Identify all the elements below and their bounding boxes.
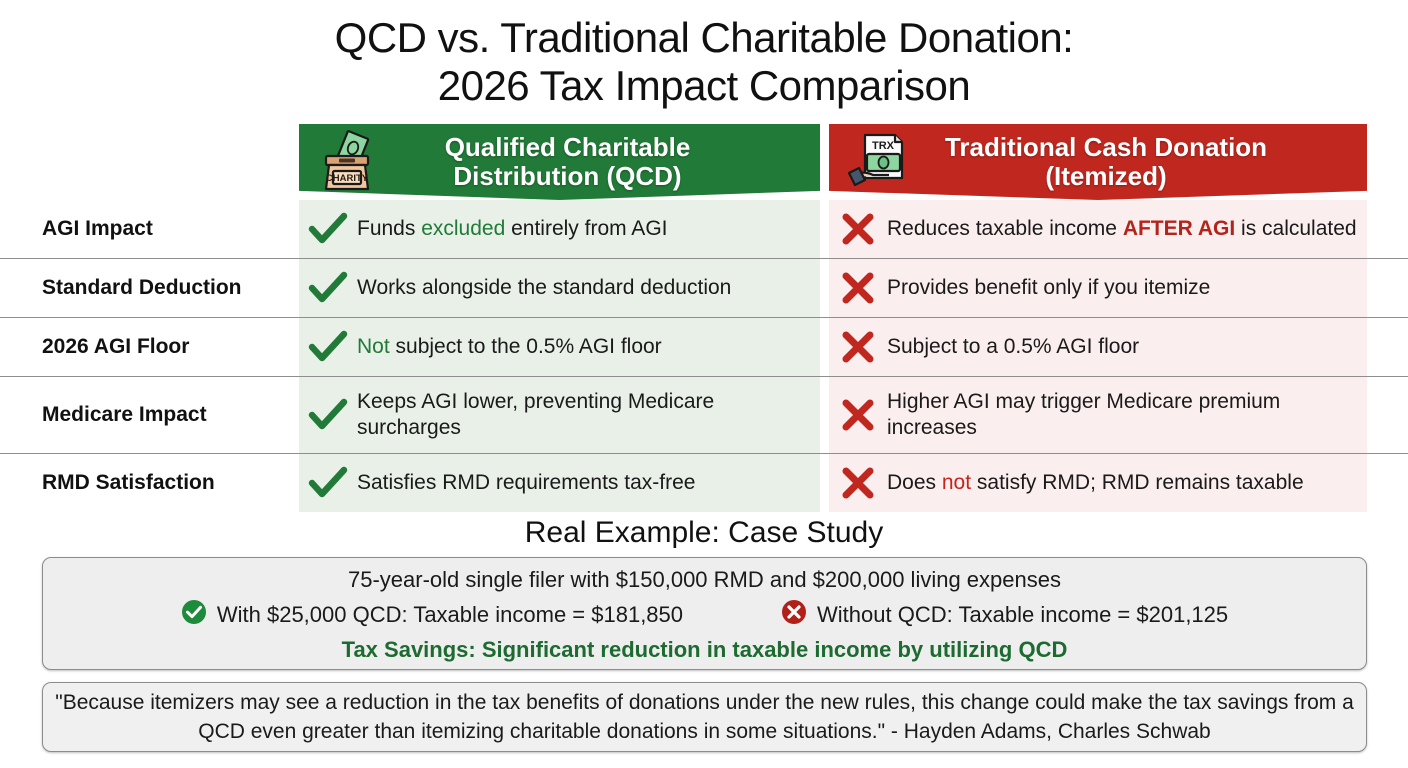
column-gap	[820, 259, 829, 317]
qcd-cell-text: Satisfies RMD requirements tax-free	[357, 471, 696, 494]
check-icon	[299, 466, 357, 500]
quote-text: "Because itemizers may see a reduction i…	[53, 688, 1356, 746]
row-label: 2026 AGI Floor	[0, 318, 299, 376]
x-icon	[829, 466, 887, 500]
column-header-qcd: CHARITY Qualified Charitable Distributio…	[299, 124, 820, 200]
traditional-cell-text: Reduces taxable income AFTER AGI is calc…	[887, 217, 1357, 240]
row-label: Standard Deduction	[0, 259, 299, 317]
case-study-heading: Real Example: Case Study	[524, 516, 884, 549]
qcd-header-line-1: Qualified Charitable	[444, 132, 691, 162]
traditional-cell: Reduces taxable income AFTER AGI is calc…	[829, 200, 1367, 258]
qcd-cell: Funds excluded entirely from AGI	[299, 200, 820, 258]
case-study-without-qcd-label: Without QCD: Taxable income = $201,125	[817, 602, 1229, 627]
highlight-term: excluded	[421, 217, 506, 240]
case-study-without-qcd: Without QCD: Taxable income = $201,125	[781, 599, 1228, 631]
quote-line-2: savings from a QCD even greater than ite…	[198, 691, 1354, 743]
case-study-box: 75-year-old single filer with $150,000 R…	[42, 557, 1367, 670]
x-circle-icon	[781, 599, 807, 631]
table-row: Standard Deduction Works alongside the st…	[0, 258, 1408, 317]
column-gap	[820, 454, 829, 512]
x-icon	[829, 212, 887, 246]
traditional-cell: Higher AGI may trigger Medicare premium …	[829, 377, 1367, 453]
comparison-table: AGI Impact Funds excluded entirely from A…	[0, 200, 1408, 512]
column-header-traditional-label: Traditional Cash Donation (Itemized)	[915, 133, 1367, 191]
title-line-2: 2026 Tax Impact Comparison	[437, 62, 971, 109]
column-header-qcd-label: Qualified Charitable Distribution (QCD)	[385, 133, 820, 191]
x-icon	[829, 271, 887, 305]
traditional-cell: Provides benefit only if you itemize	[829, 259, 1367, 317]
x-icon	[829, 398, 887, 432]
row-label: AGI Impact	[0, 200, 299, 258]
quote-box: "Because itemizers may see a reduction i…	[42, 682, 1367, 752]
qcd-cell: Works alongside the standard deduction	[299, 259, 820, 317]
qcd-cell-text: Keeps AGI lower, preventing Medicare sur…	[357, 390, 715, 439]
check-icon	[299, 212, 357, 246]
highlight-term: Not	[357, 335, 390, 358]
qcd-cell-text: Funds excluded entirely from AGI	[357, 217, 668, 240]
traditional-cell-text: Subject to a 0.5% AGI floor	[887, 335, 1140, 358]
page-title: QCD vs. Traditional Charitable Donation:…	[0, 0, 1408, 110]
qcd-cell-text: Not subject to the 0.5% AGI floor	[357, 335, 662, 358]
column-headers: CHARITY Qualified Charitable Distributio…	[0, 124, 1408, 200]
traditional-header-line-2: (Itemized)	[1045, 161, 1167, 191]
column-gap	[820, 318, 829, 376]
qcd-cell: Not subject to the 0.5% AGI floor	[299, 318, 820, 376]
table-row: Medicare Impact Keeps AGI lower, preventi…	[0, 376, 1408, 453]
qcd-cell: Keeps AGI lower, preventing Medicare sur…	[299, 377, 820, 453]
x-icon	[829, 330, 887, 364]
check-icon	[299, 398, 357, 432]
highlight-term: AFTER AGI	[1122, 217, 1236, 240]
column-gap	[820, 377, 829, 453]
traditional-header-line-1: Traditional Cash Donation	[944, 132, 1268, 162]
traditional-cell-text: Provides benefit only if you itemize	[887, 276, 1211, 299]
svg-text:CHARITY: CHARITY	[326, 173, 369, 184]
row-label: Medicare Impact	[0, 377, 299, 453]
traditional-cell-text: Higher AGI may trigger Medicare premium …	[887, 390, 1281, 439]
traditional-cell: Does not satisfy RMD; RMD remains taxabl…	[829, 454, 1367, 512]
column-header-traditional: TRX Traditional Cash Donation (Itemized)	[829, 124, 1367, 200]
highlight-term: not	[941, 471, 972, 494]
qcd-header-line-2: Distribution (QCD)	[453, 161, 682, 191]
column-gap	[820, 200, 829, 258]
qcd-cell: Satisfies RMD requirements tax-free	[299, 454, 820, 512]
table-row: AGI Impact Funds excluded entirely from A…	[0, 200, 1408, 258]
hand-holding-cash-icon: TRX	[839, 130, 915, 194]
quote-line-1: "Because itemizers may see a reduction i…	[55, 691, 1212, 714]
case-study-with-qcd: With $25,000 QCD: Taxable income = $181,…	[181, 599, 683, 631]
case-study-savings: Tax Savings: Significant reduction in ta…	[341, 637, 1068, 662]
traditional-cell-text: Does not satisfy RMD; RMD remains taxabl…	[887, 471, 1304, 494]
qcd-cell-text: Works alongside the standard deduction	[357, 276, 732, 299]
row-label: RMD Satisfaction	[0, 454, 299, 512]
traditional-cell: Subject to a 0.5% AGI floor	[829, 318, 1367, 376]
check-circle-icon	[181, 599, 207, 631]
charity-donation-box-icon: CHARITY	[309, 130, 385, 194]
case-study-results: With $25,000 QCD: Taxable income = $181,…	[43, 599, 1366, 631]
table-row: 2026 AGI Floor Not subject to the 0.5% AG…	[0, 317, 1408, 376]
check-icon	[299, 271, 357, 305]
case-study-with-qcd-label: With $25,000 QCD: Taxable income = $181,…	[216, 602, 684, 627]
title-line-1: QCD vs. Traditional Charitable Donation:	[334, 14, 1074, 61]
svg-text:TRX: TRX	[872, 140, 895, 152]
table-row: RMD Satisfaction Satisfies RMD requiremen…	[0, 453, 1408, 512]
check-icon	[299, 330, 357, 364]
case-study-scenario: 75-year-old single filer with $150,000 R…	[348, 567, 1061, 592]
